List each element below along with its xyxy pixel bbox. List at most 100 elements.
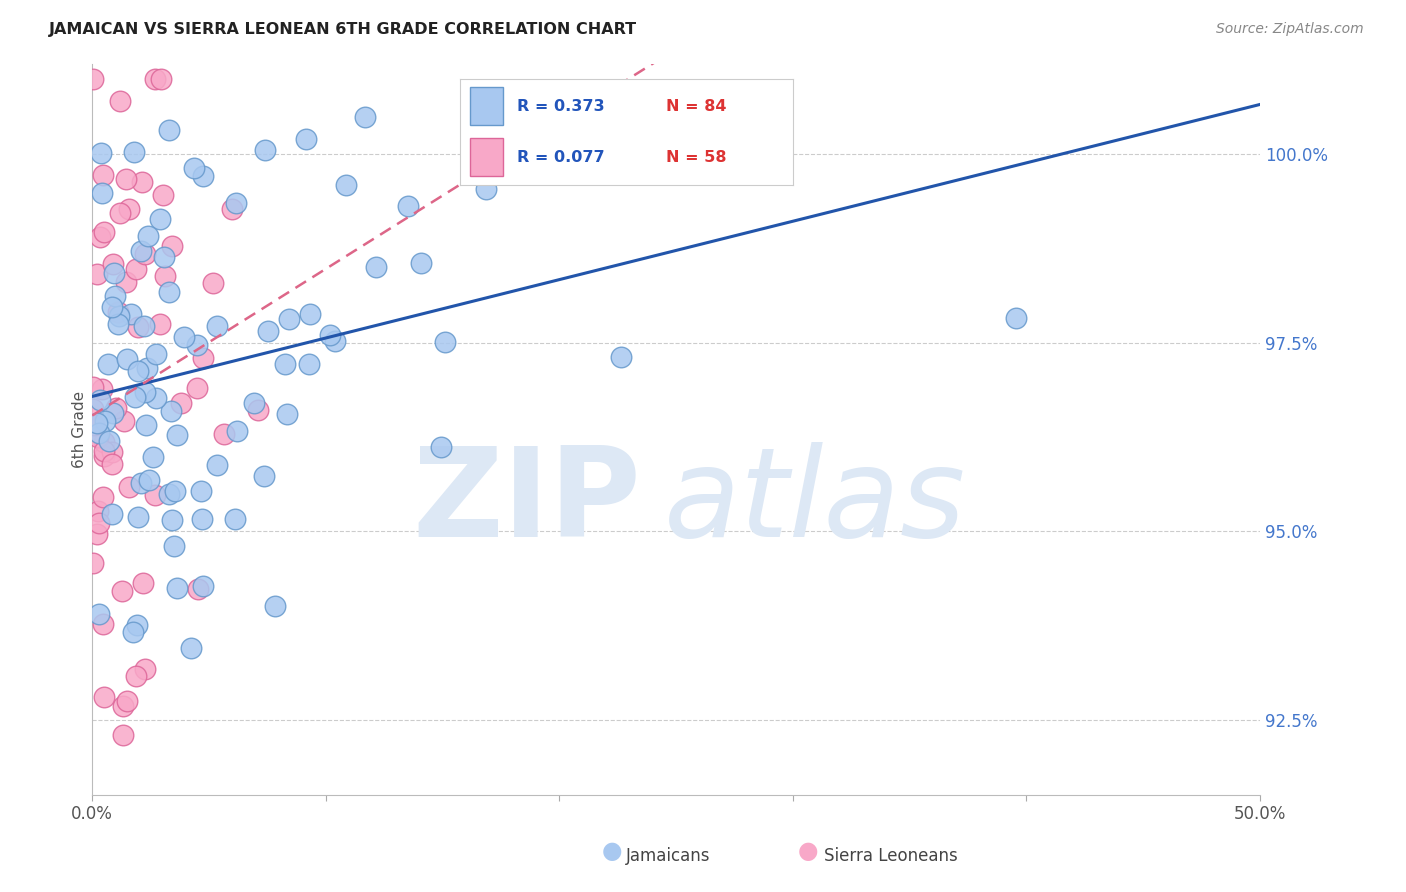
Point bbox=[101, 300, 124, 314]
Point bbox=[149, 212, 172, 227]
Point bbox=[297, 358, 319, 372]
Point bbox=[131, 476, 153, 491]
Point bbox=[201, 276, 224, 290]
Point bbox=[214, 427, 236, 442]
Point bbox=[323, 334, 346, 348]
Point bbox=[124, 391, 146, 405]
Point bbox=[157, 123, 180, 137]
Point bbox=[115, 351, 138, 366]
Point bbox=[610, 350, 633, 364]
Point bbox=[122, 145, 145, 159]
Text: ●: ● bbox=[799, 839, 818, 863]
Point bbox=[163, 539, 186, 553]
Point bbox=[191, 579, 214, 593]
Point bbox=[411, 256, 433, 270]
Point bbox=[103, 257, 125, 271]
Point bbox=[135, 417, 157, 432]
Point bbox=[475, 182, 498, 196]
Point bbox=[82, 401, 104, 416]
Point bbox=[149, 317, 172, 331]
Point bbox=[87, 504, 110, 518]
Point bbox=[190, 512, 212, 526]
Point bbox=[89, 607, 111, 621]
Point bbox=[124, 669, 146, 683]
Point bbox=[118, 480, 141, 494]
Point bbox=[191, 169, 214, 184]
Point bbox=[127, 509, 149, 524]
Point bbox=[125, 261, 148, 276]
Point bbox=[97, 434, 120, 448]
Point bbox=[157, 285, 180, 299]
Point bbox=[187, 582, 209, 597]
Point bbox=[127, 319, 149, 334]
Point bbox=[166, 428, 188, 442]
Point bbox=[163, 483, 186, 498]
Point bbox=[277, 312, 299, 326]
Point bbox=[166, 581, 188, 595]
Point bbox=[298, 307, 321, 321]
Point bbox=[87, 430, 110, 444]
Point bbox=[91, 617, 114, 632]
Point bbox=[224, 511, 246, 525]
Point bbox=[117, 202, 139, 216]
Point bbox=[134, 385, 156, 400]
Point bbox=[83, 417, 105, 432]
Point bbox=[101, 445, 124, 459]
Point bbox=[136, 360, 159, 375]
Point bbox=[94, 414, 117, 428]
Point bbox=[93, 444, 115, 458]
Point bbox=[86, 416, 108, 430]
Point bbox=[120, 307, 142, 321]
Point bbox=[1005, 310, 1028, 325]
Text: ZIP: ZIP bbox=[412, 442, 641, 563]
Point bbox=[115, 172, 138, 186]
Point bbox=[430, 440, 453, 454]
Point bbox=[257, 324, 280, 338]
Point bbox=[110, 206, 132, 220]
Point bbox=[226, 424, 249, 438]
Point bbox=[101, 457, 124, 471]
Point bbox=[173, 330, 195, 344]
Point bbox=[319, 328, 342, 343]
Point bbox=[276, 407, 298, 421]
Point bbox=[90, 382, 112, 396]
Point bbox=[114, 275, 136, 289]
Point bbox=[90, 145, 112, 160]
Point bbox=[252, 469, 274, 483]
Point bbox=[108, 309, 131, 323]
Point bbox=[112, 728, 135, 742]
Point bbox=[142, 450, 165, 464]
Point bbox=[170, 396, 193, 410]
Point bbox=[221, 202, 243, 217]
Text: Jamaicans: Jamaicans bbox=[626, 847, 710, 865]
Point bbox=[107, 305, 129, 319]
Point bbox=[97, 357, 120, 371]
Point bbox=[103, 406, 125, 420]
Point bbox=[93, 690, 115, 705]
Point bbox=[205, 319, 228, 334]
Point bbox=[364, 260, 387, 274]
Point bbox=[132, 318, 155, 333]
Point bbox=[152, 188, 174, 202]
Point bbox=[433, 334, 456, 349]
Y-axis label: 6th Grade: 6th Grade bbox=[72, 391, 87, 468]
Point bbox=[108, 94, 131, 108]
Point bbox=[91, 490, 114, 504]
Point bbox=[100, 507, 122, 521]
Point bbox=[153, 250, 176, 264]
Point bbox=[160, 403, 183, 417]
Point bbox=[157, 486, 180, 500]
Point bbox=[117, 694, 139, 708]
Text: Sierra Leoneans: Sierra Leoneans bbox=[824, 847, 957, 865]
Point bbox=[136, 228, 159, 243]
Text: ●: ● bbox=[602, 839, 621, 863]
Text: JAMAICAN VS SIERRA LEONEAN 6TH GRADE CORRELATION CHART: JAMAICAN VS SIERRA LEONEAN 6TH GRADE COR… bbox=[49, 22, 637, 37]
Point bbox=[274, 357, 297, 371]
Point bbox=[93, 225, 115, 239]
Point bbox=[122, 624, 145, 639]
Point bbox=[143, 488, 166, 502]
Text: Source: ZipAtlas.com: Source: ZipAtlas.com bbox=[1216, 22, 1364, 37]
Point bbox=[225, 195, 247, 210]
Point bbox=[134, 247, 156, 261]
Point bbox=[105, 401, 128, 415]
